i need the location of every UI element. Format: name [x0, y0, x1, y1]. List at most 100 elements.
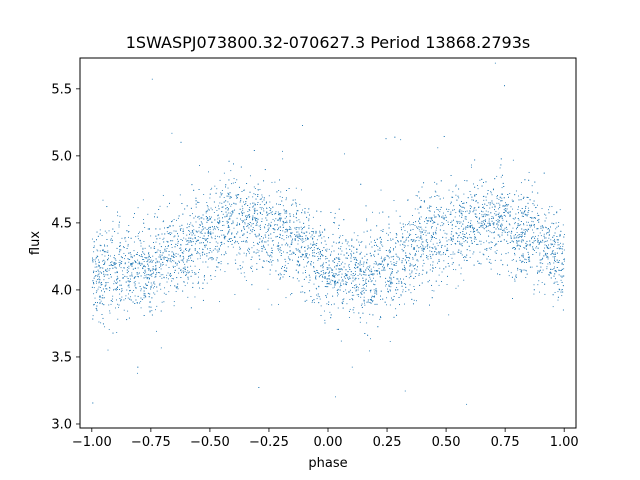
data-point [244, 228, 246, 230]
data-point [548, 230, 550, 232]
data-point [312, 241, 314, 243]
data-point [269, 273, 271, 275]
data-point [270, 252, 272, 253]
data-point [248, 247, 250, 249]
data-point [517, 235, 519, 237]
data-point [516, 232, 518, 233]
data-point [524, 261, 525, 263]
data-point [483, 228, 485, 230]
data-point [468, 225, 470, 227]
data-point [299, 236, 301, 237]
data-point [316, 298, 318, 300]
data-point [409, 224, 411, 226]
data-point [93, 246, 95, 248]
data-point [439, 239, 441, 241]
data-point [553, 214, 555, 216]
data-point [180, 228, 182, 229]
data-point [402, 258, 404, 260]
data-point [426, 245, 428, 247]
data-point [349, 299, 351, 300]
data-point [515, 190, 517, 192]
data-point [305, 254, 307, 256]
data-point [297, 271, 299, 273]
data-point [525, 259, 527, 261]
data-point [170, 261, 172, 263]
data-point [403, 303, 405, 305]
data-point [188, 230, 190, 232]
data-point [217, 227, 219, 229]
data-point [483, 199, 485, 201]
data-point [379, 242, 381, 244]
data-point [113, 257, 115, 259]
data-point [516, 242, 518, 244]
data-point [535, 207, 536, 209]
data-point [301, 228, 303, 230]
data-point [305, 235, 307, 237]
data-point [150, 286, 152, 288]
data-point [442, 215, 444, 217]
data-point [159, 275, 161, 277]
data-point [363, 272, 365, 274]
data-point [198, 226, 200, 228]
data-point [99, 299, 101, 301]
data-point [214, 248, 216, 250]
data-point [364, 304, 366, 306]
data-point [216, 249, 218, 251]
data-point [218, 208, 220, 210]
data-point [242, 221, 244, 223]
data-point [185, 249, 186, 250]
data-point [467, 225, 468, 226]
data-point [99, 244, 101, 246]
data-point [293, 216, 295, 218]
data-point [562, 285, 564, 287]
data-point [220, 230, 222, 232]
data-point [350, 271, 352, 273]
data-point [361, 241, 363, 242]
data-point [279, 278, 281, 280]
data-point [214, 185, 216, 187]
data-point [159, 284, 161, 286]
data-point [199, 287, 200, 289]
data-point [101, 235, 103, 236]
data-point [353, 232, 355, 234]
data-point [560, 289, 562, 291]
data-point [462, 211, 464, 212]
data-point [151, 273, 153, 275]
data-point [312, 231, 314, 233]
data-point [108, 257, 109, 259]
data-point [166, 240, 168, 242]
data-point [524, 213, 526, 215]
data-point [478, 262, 480, 264]
data-point [563, 249, 565, 251]
data-point [304, 250, 306, 252]
data-point [119, 249, 120, 251]
data-point [531, 238, 532, 240]
data-point [206, 205, 208, 206]
data-point [195, 273, 197, 275]
data-point [539, 232, 541, 234]
data-point [177, 253, 179, 255]
data-point [460, 267, 462, 269]
data-point [112, 295, 114, 297]
data-point [185, 244, 187, 246]
data-point [434, 196, 436, 197]
data-point [118, 304, 120, 306]
data-point [420, 243, 422, 245]
data-point [123, 299, 125, 301]
data-point [388, 250, 390, 252]
data-point [415, 221, 417, 223]
data-point [267, 228, 269, 230]
data-point [528, 171, 530, 173]
data-point [108, 230, 110, 232]
data-point [531, 236, 533, 238]
data-point [195, 197, 197, 199]
data-point [561, 248, 563, 250]
data-point [517, 240, 519, 242]
data-point [507, 234, 509, 236]
data-point [350, 253, 352, 255]
data-point [253, 208, 255, 210]
data-point [93, 293, 95, 295]
data-point [208, 226, 210, 228]
data-point [186, 234, 188, 236]
data-point [418, 273, 420, 274]
